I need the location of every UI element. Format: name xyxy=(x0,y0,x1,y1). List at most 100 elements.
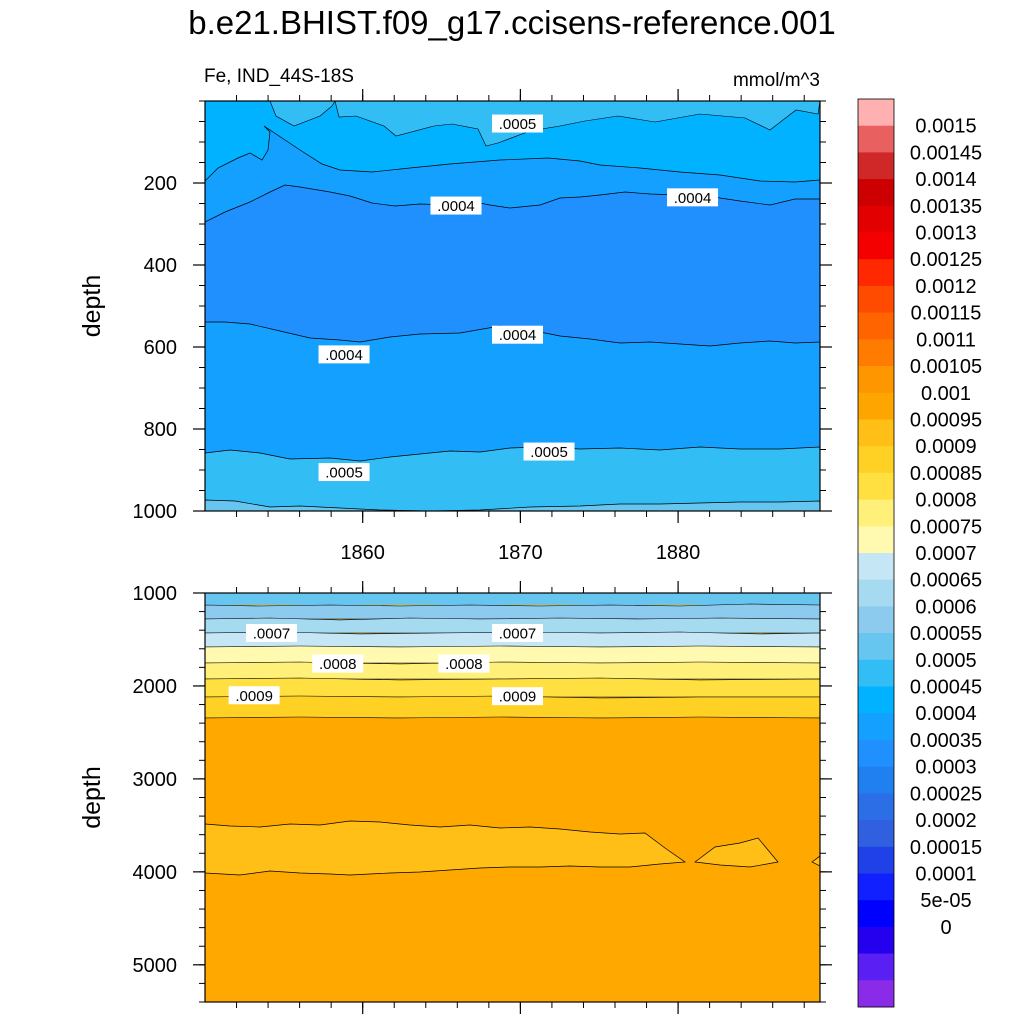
contour-label: .0005 xyxy=(530,444,568,461)
contour-label-box xyxy=(492,687,543,706)
upper-field-0.00055-blobs xyxy=(269,101,820,147)
colorbar: 0.0015 0.00145 0.0014 0.00135 0.0013 0.00125 0… xyxy=(857,98,982,1008)
upper-y-axis-label: depth xyxy=(78,275,106,338)
lower-field-0.00075 xyxy=(205,645,820,664)
contour-label-box xyxy=(492,623,543,642)
contour-label-box xyxy=(492,325,543,344)
colorbar-label: 0.0003 xyxy=(915,757,976,779)
contour-label-box xyxy=(228,686,280,705)
colorbar-swatch xyxy=(858,526,894,554)
chart-title: b.e21.BHIST.f09_g17.ccisens-reference.00… xyxy=(188,4,836,41)
colorbar-label: 0.00065 xyxy=(910,570,982,592)
colorbar-label: 0.00015 xyxy=(910,837,982,859)
colorbar-swatch xyxy=(858,606,894,634)
contour-label: .0007 xyxy=(253,625,291,642)
axis-ticks: 1860 1870 1880 200 400 600 800 1000 depth 1000 200… xyxy=(78,89,832,1014)
colorbar-swatch xyxy=(858,713,894,741)
colorbar-swatch xyxy=(858,99,894,127)
y-tick-label: 5000 xyxy=(133,955,178,977)
contour-label-box xyxy=(312,654,364,673)
colorbar-swatch xyxy=(858,846,894,874)
contour-label: .0008 xyxy=(445,656,483,673)
contour-label: .0005 xyxy=(499,116,537,133)
upper-field-0.00055-deep xyxy=(205,499,820,511)
lower-field-0.00055 xyxy=(205,593,820,605)
contour-label: .0004 xyxy=(325,347,363,364)
colorbar-swatch xyxy=(858,873,894,901)
contour-label: .0009 xyxy=(235,688,273,705)
colorbar-label: 0.00115 xyxy=(911,303,982,325)
colorbar-swatch xyxy=(858,232,894,260)
colorbar-swatch xyxy=(858,553,894,581)
colorbar-swatch xyxy=(858,446,894,474)
colorbar-swatch xyxy=(858,820,894,848)
y-tick-label: 3000 xyxy=(133,769,178,791)
colorbar-swatch xyxy=(858,152,894,180)
lower-field-0.0006 xyxy=(205,603,820,620)
colorbar-label: 0.00035 xyxy=(910,730,982,752)
colorbar-label: 0.0006 xyxy=(915,596,976,618)
colorbar-label: 0.0001 xyxy=(915,863,976,885)
colorbar-swatch xyxy=(858,179,894,207)
units-label: mmol/m^3 xyxy=(732,70,820,91)
colorbar-label: 0 xyxy=(940,917,951,939)
colorbar-swatch xyxy=(858,633,894,661)
colorbar-label: 0.00075 xyxy=(910,516,982,538)
lower-field-0.00095-blob-2 xyxy=(694,837,779,868)
colorbar-label: 0.0005 xyxy=(915,650,976,672)
colorbar-swatch xyxy=(858,900,894,928)
lower-field-0.0008 xyxy=(205,661,820,680)
y-tick-label: 200 xyxy=(144,173,177,195)
colorbar-label: 0.0008 xyxy=(915,490,976,512)
colorbar-swatch xyxy=(858,285,894,314)
contour-label: .0007 xyxy=(499,625,537,642)
y-tick-label: 400 xyxy=(144,255,177,277)
x-tick-label: 1860 xyxy=(340,542,385,564)
colorbar-label: 0.00105 xyxy=(910,356,982,378)
colorbar-label: 0.00135 xyxy=(910,196,982,218)
colorbar-swatch xyxy=(858,259,894,287)
x-tick-label: 1870 xyxy=(498,542,543,564)
colorbar-swatch xyxy=(858,793,894,821)
contour-label-box xyxy=(492,114,543,133)
contour-label-box xyxy=(667,188,719,207)
contour-label: .0009 xyxy=(499,689,537,706)
lower-y-axis-label: depth xyxy=(78,766,106,829)
colorbar-label: 0.00025 xyxy=(910,783,982,805)
contour-label-box xyxy=(523,442,575,461)
colorbar-label: 0.0015 xyxy=(915,116,976,138)
colorbar-label: 0.00055 xyxy=(910,623,982,645)
colorbar-label: 0.0007 xyxy=(915,543,976,565)
colorbar-swatch xyxy=(858,980,894,1008)
colorbar-swatch xyxy=(858,205,894,233)
contour-label: .0004 xyxy=(674,190,712,207)
variable-region-label: Fe, IND_44S-18S xyxy=(204,66,354,87)
y-tick-label: 4000 xyxy=(133,862,178,884)
colorbar-swatch xyxy=(858,472,894,500)
contour-label-box xyxy=(430,196,482,215)
lower-panel xyxy=(205,593,820,1002)
lower-field-0.00095-blob-3 xyxy=(811,855,820,867)
colorbar-label: 0.001 xyxy=(921,383,971,405)
colorbar-label: 0.00085 xyxy=(910,463,982,485)
contour-labels: .0005 .0004 .0004 .0004 .0004 .0005 .0005 .0007… xyxy=(228,114,719,706)
colorbar-swatch xyxy=(858,499,894,527)
contour-label-box xyxy=(438,654,490,673)
colorbar-swatch xyxy=(858,125,894,153)
colorbar-label: 0.0009 xyxy=(915,436,976,458)
y-tick-label: 600 xyxy=(144,337,177,359)
colorbar-swatch xyxy=(858,686,894,714)
contour-label-box xyxy=(246,623,297,642)
colorbar-label: 0.00095 xyxy=(910,409,982,431)
colorbar-swatch xyxy=(858,659,894,687)
colorbar-label: 0.0002 xyxy=(915,810,976,832)
colorbar-swatch xyxy=(858,953,894,981)
colorbar-swatch xyxy=(858,766,894,794)
colorbar-label: 0.0014 xyxy=(915,169,976,191)
colorbar-swatch xyxy=(858,366,894,394)
contour-label: .0008 xyxy=(319,656,357,673)
y-tick-label: 800 xyxy=(144,419,177,441)
colorbar-swatch xyxy=(858,312,894,340)
